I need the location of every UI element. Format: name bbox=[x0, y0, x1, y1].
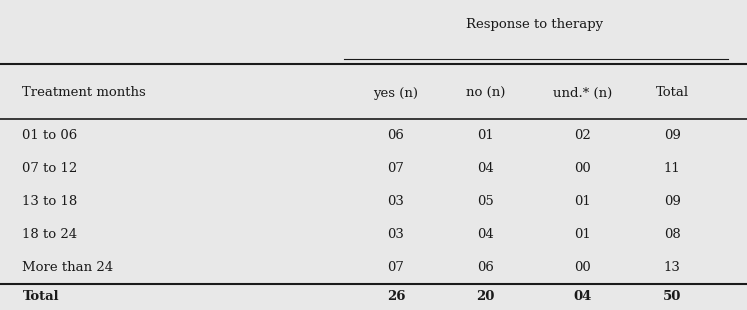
Text: yes (n): yes (n) bbox=[374, 86, 418, 100]
Text: 07 to 12: 07 to 12 bbox=[22, 162, 78, 175]
Text: 02: 02 bbox=[574, 129, 591, 142]
Text: Total: Total bbox=[22, 290, 59, 303]
Text: und.* (n): und.* (n) bbox=[553, 86, 613, 100]
Text: 01 to 06: 01 to 06 bbox=[22, 129, 78, 142]
Text: Treatment months: Treatment months bbox=[22, 86, 146, 100]
Text: 07: 07 bbox=[388, 162, 404, 175]
Text: 04: 04 bbox=[477, 228, 494, 241]
Text: 26: 26 bbox=[387, 290, 405, 303]
Text: Response to therapy: Response to therapy bbox=[465, 18, 603, 31]
Text: 20: 20 bbox=[477, 290, 495, 303]
Text: 00: 00 bbox=[574, 261, 591, 274]
Text: 06: 06 bbox=[388, 129, 404, 142]
Text: no (n): no (n) bbox=[466, 86, 505, 100]
Text: 05: 05 bbox=[477, 195, 494, 208]
Text: 09: 09 bbox=[664, 195, 681, 208]
Text: Total: Total bbox=[656, 86, 689, 100]
Text: 00: 00 bbox=[574, 162, 591, 175]
Text: 08: 08 bbox=[664, 228, 681, 241]
Text: 09: 09 bbox=[664, 129, 681, 142]
Text: 13 to 18: 13 to 18 bbox=[22, 195, 78, 208]
Text: More than 24: More than 24 bbox=[22, 261, 114, 274]
Text: 18 to 24: 18 to 24 bbox=[22, 228, 78, 241]
Text: 01: 01 bbox=[477, 129, 494, 142]
Text: 06: 06 bbox=[477, 261, 494, 274]
Text: 01: 01 bbox=[574, 195, 591, 208]
Text: 04: 04 bbox=[477, 162, 494, 175]
Text: 03: 03 bbox=[388, 195, 404, 208]
Text: 01: 01 bbox=[574, 228, 591, 241]
Text: 03: 03 bbox=[388, 228, 404, 241]
Text: 13: 13 bbox=[664, 261, 681, 274]
Text: 11: 11 bbox=[664, 162, 681, 175]
Text: 04: 04 bbox=[574, 290, 592, 303]
Text: 50: 50 bbox=[663, 290, 681, 303]
Text: 07: 07 bbox=[388, 261, 404, 274]
